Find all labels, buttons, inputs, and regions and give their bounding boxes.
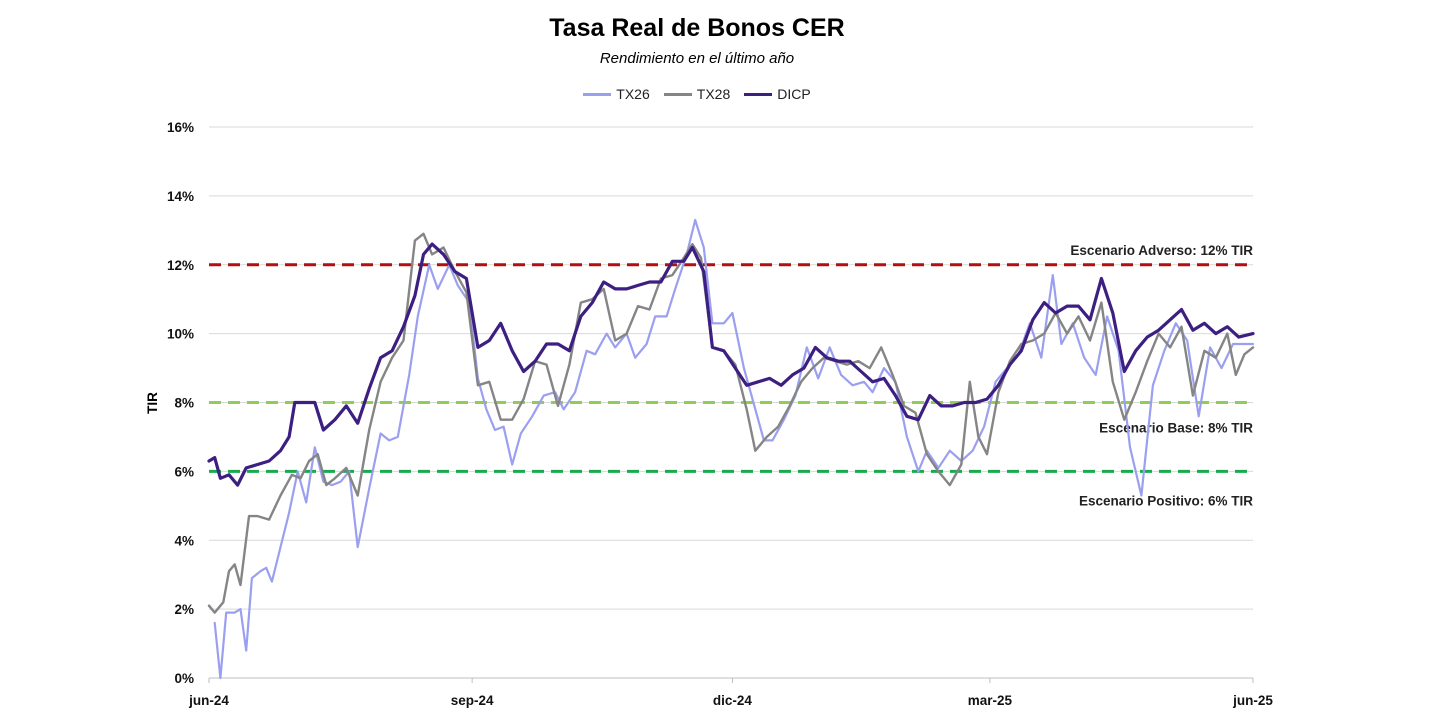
x-tick-label: mar-25 — [968, 693, 1013, 708]
scenario-label: Escenario Adverso: 12% TIR — [1070, 243, 1253, 258]
x-tick-label: dic-24 — [713, 693, 753, 708]
chart-title: Tasa Real de Bonos CER — [549, 14, 845, 42]
series-line-tx26 — [213, 218, 1255, 680]
legend-swatch-dicp — [744, 92, 773, 96]
y-tick-label: 16% — [167, 120, 194, 135]
chart-legend: TX26 TX28 DICP — [0, 86, 1394, 102]
scenario-lines: Escenario Adverso: 12% TIR Escenario Base… — [209, 243, 1253, 508]
y-tick-label: 2% — [174, 602, 194, 617]
y-tick-label: 12% — [167, 258, 194, 273]
y-tick-label: 0% — [174, 671, 194, 686]
series-lines — [207, 218, 1255, 680]
series-line-dicp — [207, 242, 1255, 487]
y-tick-label: 10% — [167, 327, 194, 342]
legend-item-tx28: TX28 — [663, 86, 731, 102]
chart-subtitle: Rendimiento en el último año — [599, 50, 795, 67]
legend-label-tx28: TX28 — [696, 86, 731, 102]
x-tick-label: jun-25 — [1232, 693, 1273, 708]
y-axis-tick-labels: 0% 2% 4% 6% 8% 10% 12% 14% 16% — [167, 120, 194, 686]
scenario-label: Escenario Base: 8% TIR — [1099, 421, 1253, 436]
y-tick-label: 14% — [167, 189, 194, 204]
y-tick-label: 8% — [174, 396, 194, 411]
scenario-label: Escenario Positivo: 6% TIR — [1079, 493, 1253, 508]
x-tick-label: sep-24 — [451, 693, 494, 708]
y-tick-label: 4% — [174, 533, 194, 548]
legend-label-tx26: TX26 — [616, 86, 650, 102]
y-axis-label: TIR — [145, 392, 160, 414]
y-tick-label: 6% — [174, 464, 194, 479]
x-tick-label: jun-24 — [188, 693, 229, 708]
legend-swatch-tx28 — [663, 92, 692, 96]
x-axis: jun-24 sep-24 dic-24 mar-25 jun-25 — [188, 677, 1273, 708]
legend-swatch-tx26 — [583, 92, 612, 96]
legend-item-tx26: TX26 — [583, 86, 650, 102]
legend-item-dicp: DICP — [744, 86, 811, 102]
legend-label-dicp: DICP — [777, 86, 811, 102]
